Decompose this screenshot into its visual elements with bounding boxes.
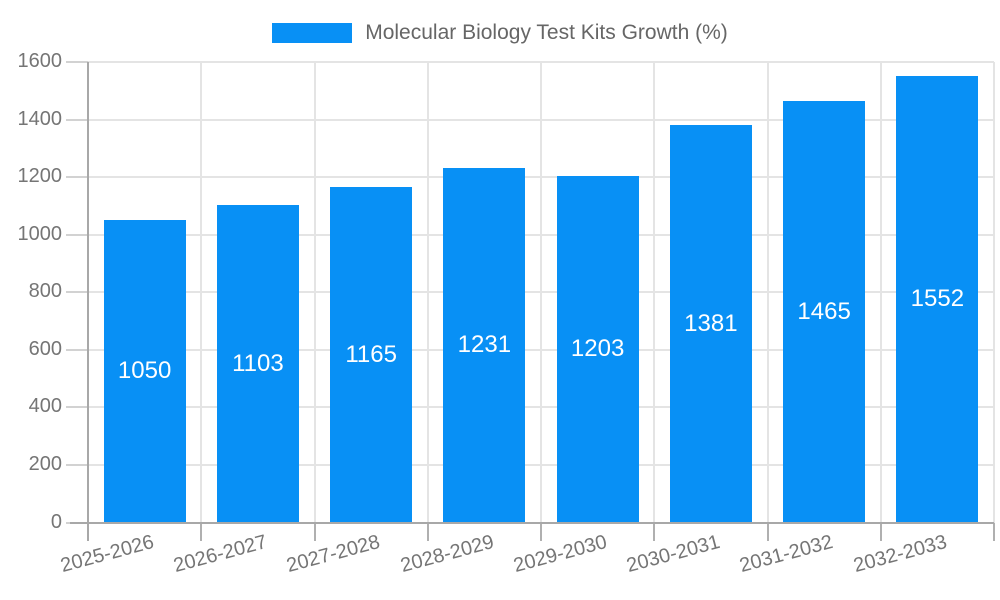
v-gridline xyxy=(200,62,203,523)
bar-2031-2032[interactable] xyxy=(783,100,866,523)
legend-swatch-icon[interactable] xyxy=(272,23,353,43)
x-axis-tick xyxy=(879,522,882,541)
bar-2032-2033[interactable] xyxy=(896,75,979,523)
legend-label: Molecular Biology Test Kits Growth (%) xyxy=(365,21,728,44)
x-axis-tick xyxy=(426,522,429,541)
bar-2026-2027[interactable] xyxy=(216,205,299,523)
y-tick-label: 1000 xyxy=(17,222,63,245)
x-axis-tick xyxy=(200,522,203,541)
x-tick-label-2025-2026: 2025-2026 xyxy=(58,531,157,578)
legend[interactable]: Molecular Biology Test Kits Growth (%) xyxy=(0,21,1000,45)
x-tick-label-2032-2033: 2032-2033 xyxy=(850,531,950,578)
y-tick-label: 200 xyxy=(28,452,62,475)
y-tick-label: 1200 xyxy=(17,165,63,188)
x-axis-line xyxy=(70,521,994,524)
v-gridline xyxy=(766,62,769,523)
v-gridline xyxy=(540,62,542,523)
v-gridline xyxy=(993,62,995,523)
bar-value-label: 1552 xyxy=(910,285,965,313)
y-tick-label: 600 xyxy=(28,337,62,360)
x-tick-label-2028-2029: 2028-2029 xyxy=(397,531,497,578)
y-tick-label: 800 xyxy=(28,280,62,303)
x-axis-tick xyxy=(313,522,316,541)
bar-2027-2028[interactable] xyxy=(330,187,413,523)
y-tick-label: 1400 xyxy=(17,107,63,130)
y-axis-tick xyxy=(66,61,88,63)
bar-2028-2029[interactable] xyxy=(443,168,526,523)
x-axis-tick xyxy=(540,522,542,541)
y-tick-label: 400 xyxy=(28,395,62,418)
y-axis-tick xyxy=(66,118,88,121)
y-axis-tick xyxy=(66,348,88,351)
bar-value-label: 1165 xyxy=(345,340,397,368)
bar-2030-2031[interactable] xyxy=(669,125,752,523)
bar-value-label: 1203 xyxy=(570,335,625,363)
x-axis-tick xyxy=(993,522,995,541)
y-axis-line xyxy=(87,62,89,541)
bar-2029-2030[interactable] xyxy=(556,176,639,523)
bar-2025-2026[interactable] xyxy=(103,220,186,523)
x-tick-label-2030-2031: 2030-2031 xyxy=(624,531,723,578)
y-tick-label: 0 xyxy=(50,510,62,533)
y-axis-tick xyxy=(66,233,88,236)
v-gridline xyxy=(879,62,882,523)
y-axis-tick xyxy=(66,291,88,294)
bar-value-label: 1231 xyxy=(457,331,512,359)
y-tick-label: 1600 xyxy=(17,50,63,73)
v-gridline xyxy=(653,62,656,523)
y-axis-tick xyxy=(66,406,88,409)
x-tick-label-2026-2027: 2026-2027 xyxy=(171,531,270,578)
x-tick-label-2027-2028: 2027-2028 xyxy=(284,531,383,578)
y-axis-tick xyxy=(66,176,88,179)
y-axis-tick xyxy=(66,463,88,466)
bar-value-label: 1465 xyxy=(797,297,851,325)
bar-value-label: 1103 xyxy=(232,349,284,377)
x-tick-label-2029-2030: 2029-2030 xyxy=(511,531,610,578)
bar-value-label: 1050 xyxy=(117,357,172,385)
x-axis-tick xyxy=(653,522,656,541)
v-gridline xyxy=(313,62,316,523)
v-gridline xyxy=(426,62,429,523)
bar-value-label: 1381 xyxy=(684,309,738,337)
x-axis-tick xyxy=(766,522,769,541)
x-tick-label-2031-2032: 2031-2032 xyxy=(737,531,836,578)
